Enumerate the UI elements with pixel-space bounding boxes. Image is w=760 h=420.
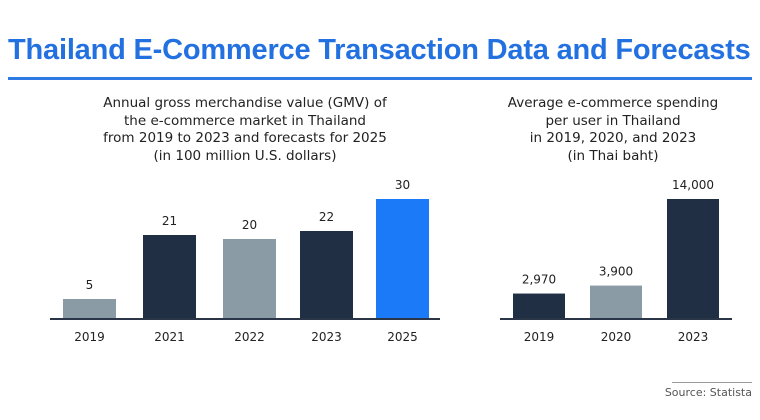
source-note: Source: Statista	[664, 386, 752, 399]
bar-2022	[223, 239, 276, 319]
data-label: 21	[162, 214, 177, 228]
data-label: 20	[242, 218, 257, 232]
chart2-subtitle: Average e-commerce spending per user in …	[488, 95, 738, 165]
subtitle-line: the e-commerce market in Thailand	[124, 112, 366, 129]
data-label: 14,000	[672, 178, 714, 192]
page-title: Thailand E-Commerce Transaction Data and…	[8, 34, 751, 66]
data-label: 2,970	[522, 273, 556, 287]
subtitle-line: Average e-commerce spending	[507, 95, 719, 111]
data-label: 30	[395, 178, 410, 192]
category-label: 2025	[387, 330, 418, 344]
data-label: 22	[319, 210, 334, 224]
source-divider	[672, 382, 752, 383]
bar-2025	[376, 199, 429, 319]
subtitle-line: from 2019 to 2023 and forecasts for 2025	[103, 130, 387, 146]
chart1-subtitle: Annual gross merchandise value (GMV) of …	[60, 95, 430, 165]
category-label: 2019	[74, 330, 105, 344]
bar-2019	[63, 299, 116, 319]
data-label: 3,900	[599, 265, 633, 279]
bar-2020	[590, 285, 642, 319]
bar-2023	[667, 199, 719, 319]
category-label: 2020	[601, 330, 632, 344]
category-label: 2023	[678, 330, 709, 344]
title-underline	[8, 77, 752, 80]
subtitle-line: Annual gross merchandise value (GMV) of	[103, 95, 387, 111]
bar-2021	[143, 235, 196, 319]
bar-2023	[300, 231, 353, 319]
subtitle-line: per user in Thailand	[545, 112, 681, 129]
category-label: 2023	[311, 330, 342, 344]
category-label: 2021	[154, 330, 185, 344]
subtitle-line: (in Thai baht)	[567, 147, 659, 164]
bar-2019	[513, 293, 565, 319]
category-label: 2019	[524, 330, 555, 344]
data-label: 5	[86, 278, 94, 292]
subtitle-line: in 2019, 2020, and 2023	[529, 130, 697, 146]
category-label: 2022	[234, 330, 265, 344]
subtitle-line: (in 100 million U.S. dollars)	[153, 147, 337, 164]
